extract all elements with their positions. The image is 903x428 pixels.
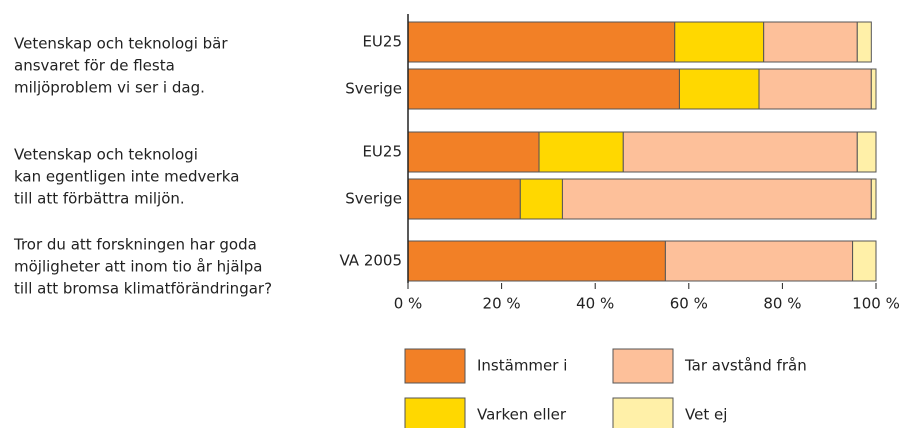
question-text: kan egentligen inte medverka bbox=[14, 168, 239, 186]
legend-swatch bbox=[612, 348, 674, 384]
bar-segment bbox=[407, 21, 676, 63]
bar-segment bbox=[664, 240, 854, 282]
bar-segment bbox=[852, 240, 877, 282]
x-tick-label: 80 % bbox=[763, 295, 801, 313]
bar-segment bbox=[856, 131, 877, 173]
question-text: Vetenskap och teknologi bär bbox=[14, 35, 228, 53]
bar-segment bbox=[870, 68, 877, 110]
bar-segment bbox=[519, 178, 563, 220]
question-text: till att bromsa klimatförändringar? bbox=[14, 280, 272, 298]
question-text: till att förbättra miljön. bbox=[14, 190, 185, 208]
legend-label: Tar avstånd från bbox=[684, 357, 807, 375]
y-tick-label: Sverige bbox=[345, 190, 402, 208]
bar-segment bbox=[763, 21, 858, 63]
question-text: Tror du att forskningen har goda bbox=[13, 236, 257, 254]
bar-segment bbox=[622, 131, 858, 173]
y-tick-label: EU25 bbox=[362, 143, 402, 161]
legend-swatch bbox=[404, 397, 466, 428]
x-tick-label: 60 % bbox=[670, 295, 708, 313]
x-tick-label: 100 % bbox=[852, 295, 900, 313]
x-tick-label: 40 % bbox=[576, 295, 614, 313]
bar-segment bbox=[856, 21, 872, 63]
bar-segment bbox=[674, 21, 765, 63]
legend-swatch bbox=[612, 397, 674, 428]
question-text: Vetenskap och teknologi bbox=[14, 146, 198, 164]
bar-segment bbox=[407, 178, 521, 220]
bar-segment bbox=[407, 240, 666, 282]
bar-segment bbox=[678, 68, 760, 110]
question-text: möjligheter att inom tio år hjälpa bbox=[14, 258, 262, 276]
bar-segment bbox=[407, 68, 680, 110]
legend-label: Instämmer i bbox=[477, 357, 567, 375]
y-tick-label: Sverige bbox=[345, 80, 402, 98]
legend-label: Vet ej bbox=[685, 406, 727, 424]
x-tick-label: 20 % bbox=[483, 295, 521, 313]
y-tick-label: VA 2005 bbox=[339, 252, 402, 270]
bar-segment bbox=[561, 178, 872, 220]
bar-segment bbox=[870, 178, 877, 220]
legend-label: Varken eller bbox=[477, 406, 567, 424]
bar-segment bbox=[538, 131, 624, 173]
x-tick-label: 0 % bbox=[394, 295, 423, 313]
legend-swatch bbox=[404, 348, 466, 384]
question-text: ansvaret för de flesta bbox=[14, 57, 175, 75]
y-tick-label: EU25 bbox=[362, 33, 402, 51]
bar-segment bbox=[407, 131, 540, 173]
bar-segment bbox=[758, 68, 872, 110]
question-text: miljöproblem vi ser i dag. bbox=[14, 79, 205, 97]
